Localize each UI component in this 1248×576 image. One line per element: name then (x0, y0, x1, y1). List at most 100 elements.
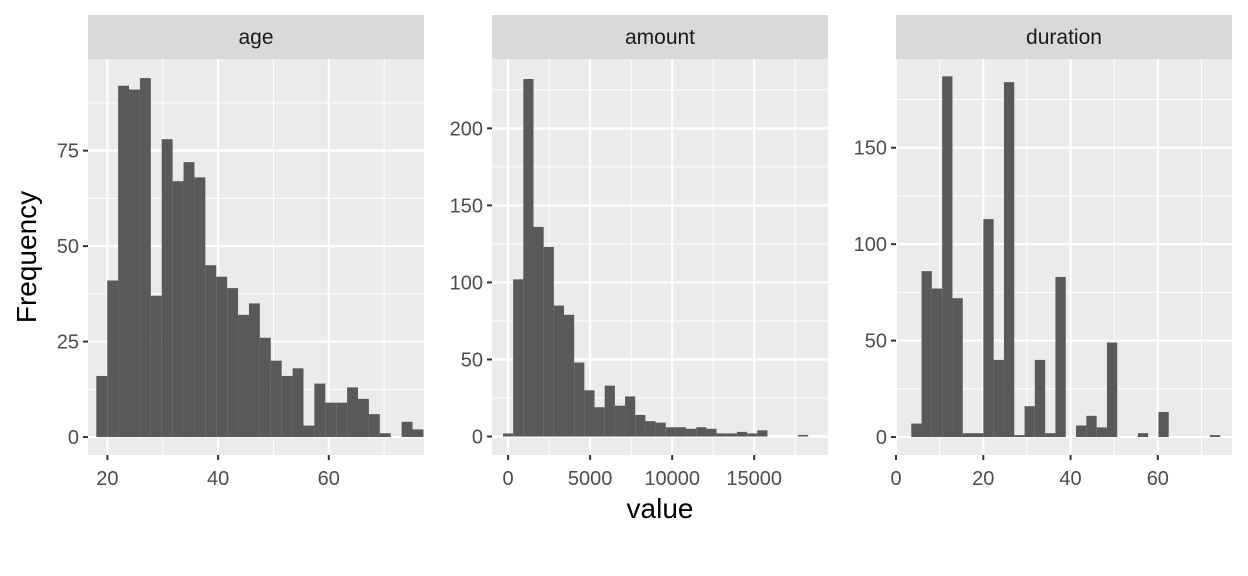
facet-age: age 20 40 60 0 25 50 75 (57, 15, 424, 490)
histogram-bar (325, 402, 337, 438)
histogram-bar (205, 265, 217, 438)
y-tick-label: 0 (472, 427, 483, 449)
histogram-bar (1003, 82, 1015, 438)
histogram-bar (1055, 276, 1066, 438)
x-tick-label: 40 (1059, 468, 1081, 490)
histogram-bar (625, 396, 636, 437)
x-tick-label: 60 (1147, 468, 1169, 490)
facet-strip-label: amount (625, 26, 695, 49)
facet-strip-label: age (238, 26, 273, 49)
histogram-bar (238, 314, 249, 438)
histogram-bar (150, 295, 162, 438)
histogram-bar (292, 368, 304, 438)
histogram-bar (1086, 415, 1097, 438)
histogram-bar (726, 433, 737, 437)
histogram-bar (604, 385, 615, 437)
x-tick-label: 5000 (568, 468, 613, 490)
histogram-bar (1096, 427, 1107, 438)
x-tick-label: 0 (890, 468, 901, 490)
y-axis-title: Frequency (11, 191, 42, 323)
histogram-bar (665, 427, 676, 437)
facet-duration: duration 0 20 40 60 0 50 100 150 (854, 15, 1232, 490)
histogram-bar (216, 276, 228, 438)
x-tick-label: 40 (207, 468, 229, 490)
y-tick-label: 0 (68, 427, 79, 449)
y-tick-label: 150 (854, 138, 887, 160)
histogram-bar (553, 305, 565, 437)
histogram-bar (96, 375, 108, 438)
x-tick-label: 20 (96, 468, 118, 490)
histogram-bar (543, 246, 554, 437)
histogram-bar (1034, 359, 1046, 438)
histogram-bar (921, 271, 932, 438)
histogram-bar (129, 89, 140, 438)
histogram-bar (358, 398, 369, 438)
histogram-bar (379, 433, 391, 438)
histogram-bar (401, 421, 413, 438)
histogram-bar (523, 79, 534, 437)
x-tick-label: 0 (503, 468, 514, 490)
facet-amount: amount 0 5000 10000 15000 0 50 100 150 200 (450, 15, 828, 490)
histogram-bar (564, 314, 575, 437)
histogram-bar (270, 360, 282, 438)
histogram-bar (962, 433, 974, 438)
y-tick-label: 200 (450, 118, 483, 140)
histogram-bar (194, 177, 206, 438)
x-tick-label: 15000 (726, 468, 782, 490)
facet-strip (88, 15, 424, 59)
histogram-bar (675, 427, 687, 437)
histogram-bar (347, 387, 359, 438)
histogram-bar (107, 280, 119, 438)
histogram-bar (993, 359, 1004, 438)
y-tick-label: 50 (865, 331, 887, 353)
x-tick-label: 20 (972, 468, 994, 490)
histogram-bar (1045, 433, 1056, 438)
histogram-bar (183, 162, 195, 438)
histogram-bar (716, 433, 727, 437)
x-tick-label: 10000 (644, 468, 700, 490)
histogram-bar (336, 402, 348, 438)
histogram-bar (1014, 435, 1025, 438)
histogram-bar (797, 434, 809, 437)
histogram-bar (931, 288, 943, 438)
facet-strip (896, 15, 1232, 59)
y-tick-label: 100 (854, 234, 887, 256)
histogram-bar (757, 430, 768, 437)
y-tick-label: 25 (57, 332, 79, 354)
histogram-bar (686, 428, 697, 437)
histogram-bar (614, 405, 626, 437)
histogram-bar (513, 279, 524, 437)
histogram-bar (1076, 425, 1087, 438)
histogram-bar (303, 425, 315, 438)
histogram-bar (118, 85, 130, 438)
histogram-bar (706, 428, 717, 437)
histogram-bar (1158, 411, 1169, 438)
y-tick-label: 0 (876, 427, 887, 449)
histogram-bar (983, 219, 994, 438)
histogram-bar (533, 226, 544, 437)
histogram-bar (172, 181, 184, 438)
facet-strip (492, 15, 828, 59)
histogram-bar (574, 362, 585, 437)
y-tick-label: 100 (450, 272, 483, 294)
histogram-bar (248, 303, 260, 438)
histogram-bar (259, 337, 271, 438)
histogram-bar (942, 76, 953, 438)
histogram-bar (161, 139, 173, 438)
histogram-bar (594, 407, 605, 437)
x-axis-title: value (627, 493, 694, 524)
histogram-bar (368, 414, 380, 438)
histogram-bar (911, 423, 922, 438)
y-tick-label: 150 (450, 195, 483, 217)
histogram-bar (747, 433, 758, 437)
histogram-bar (412, 429, 424, 438)
y-tick-label: 50 (461, 349, 483, 371)
histogram-bar (1024, 406, 1035, 438)
y-tick-label: 75 (57, 141, 79, 163)
histogram-bar (502, 433, 514, 437)
histogram-bar (973, 433, 984, 438)
histogram-bar (696, 427, 707, 437)
histogram-bar (584, 390, 595, 437)
